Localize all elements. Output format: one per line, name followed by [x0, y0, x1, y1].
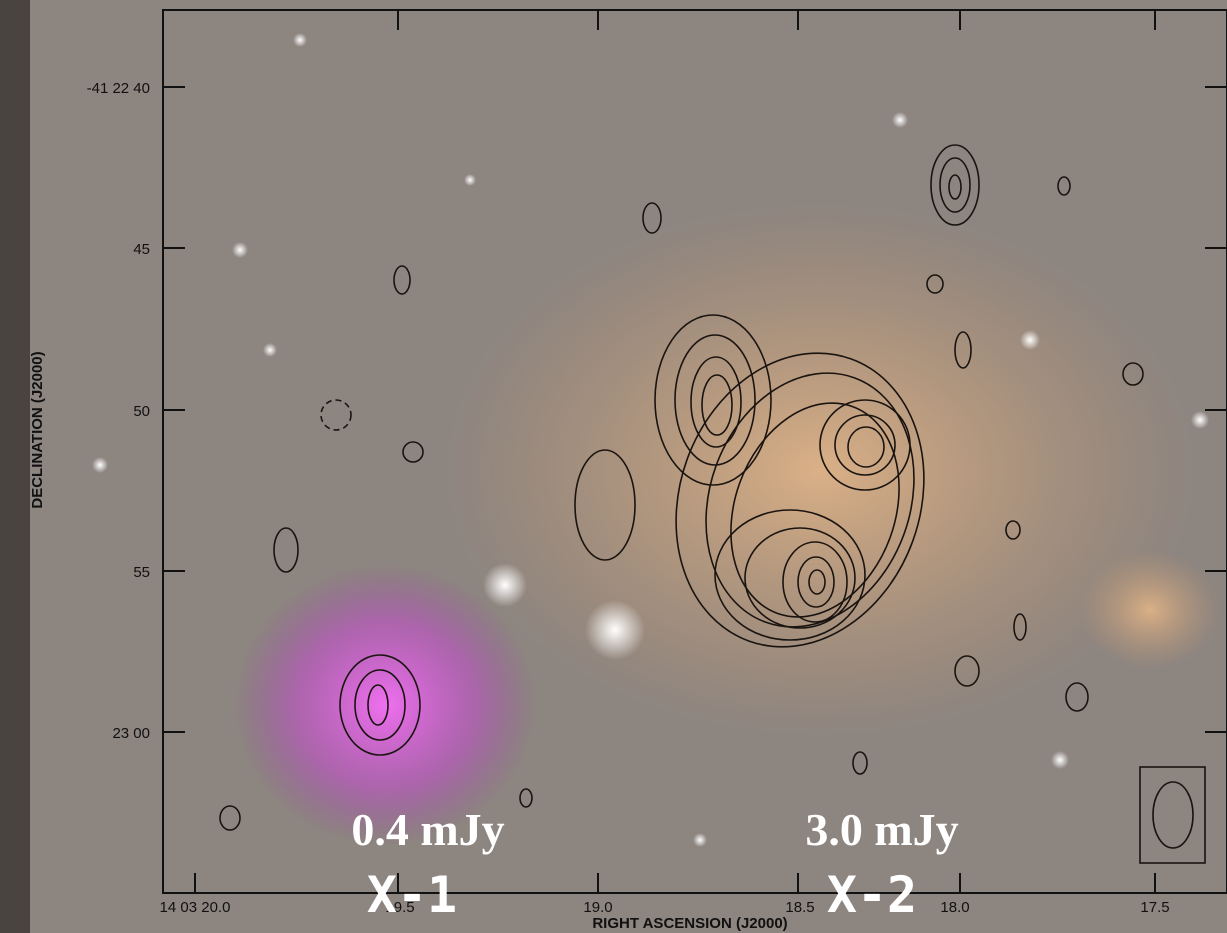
figure: -41 22 40 45 50 55 23 00 14 03 20.0 19.5… — [0, 0, 1227, 933]
x-tick-label: 17.5 — [1140, 899, 1169, 916]
x-tick-label: 18.5 — [785, 899, 814, 916]
y-tick-label: 55 — [133, 564, 150, 581]
y-axis-title: DECLINATION (J2000) — [29, 351, 46, 508]
xray-glow — [235, 565, 535, 845]
y-tick-label: 23 00 — [112, 725, 150, 742]
x-tick-label: 19.0 — [583, 899, 612, 916]
y-tick-label: 50 — [133, 403, 150, 420]
y-tick-label: -41 22 40 — [87, 80, 150, 97]
y-tick-label: 45 — [133, 241, 150, 258]
nebula — [1080, 550, 1220, 670]
nebula — [440, 200, 1200, 740]
edge — [0, 0, 30, 933]
x-axis-title: RIGHT ASCENSION (J2000) — [592, 915, 787, 932]
flux-label: 0.4 mJy — [351, 804, 504, 855]
page: -41 22 40 45 50 55 23 00 14 03 20.0 19.5… — [0, 0, 1227, 933]
source-label: X-1 — [367, 866, 457, 924]
x-tick-label: 18.0 — [940, 899, 969, 916]
x-tick-label: 14 03 20.0 — [160, 899, 231, 916]
flux-label: 3.0 mJy — [805, 804, 958, 855]
source-label: X-2 — [827, 866, 917, 924]
